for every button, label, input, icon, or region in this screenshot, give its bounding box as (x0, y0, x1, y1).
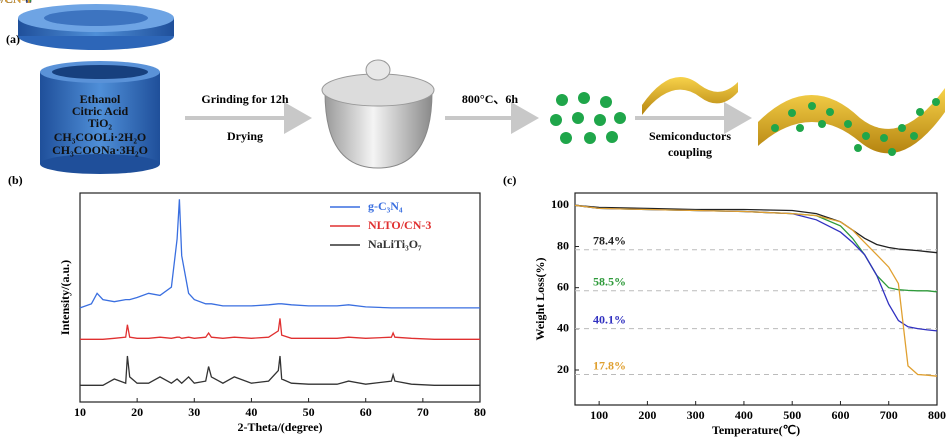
x-tick-label: 30 (188, 405, 200, 419)
x-tick-label: 50 (303, 405, 315, 419)
step-text: Grinding for 12h (201, 92, 288, 106)
series-label: NLTO/CN-1 (0, 0, 32, 6)
x-axis-label: 2-Theta/(degree) (237, 420, 322, 434)
jar (52, 65, 148, 79)
y-tick-label: 60 (557, 279, 569, 293)
panel-label: (c) (503, 173, 516, 187)
x-tick-label: 400 (735, 408, 753, 422)
panel-label: (b) (8, 173, 23, 187)
series-line (575, 205, 937, 331)
legend-label: g-C₃N₄ (368, 199, 403, 213)
x-tick-label: 300 (687, 408, 705, 422)
series-line (80, 356, 480, 385)
y-tick-label: 80 (557, 238, 569, 252)
x-tick-label: 600 (831, 408, 849, 422)
legend-label: NLTO/CN-3 (368, 218, 431, 232)
x-tick-label: 200 (638, 408, 656, 422)
legend-label: NaLiTi₃O₇ (368, 237, 422, 251)
x-tick-label: 40 (245, 405, 257, 419)
x-tick-label: 10 (74, 405, 86, 419)
precursor: CH₃COONa·3H₂O (52, 143, 148, 157)
plot-frame (575, 193, 937, 405)
series-line (575, 205, 937, 291)
x-axis-label: Temperature(℃) (712, 423, 800, 437)
figure: (a) Ethanol Citric Acid TiO₂ CH₃COOLi·2H… (0, 0, 950, 438)
y-tick-label: 40 (557, 321, 569, 335)
x-tick-label: 800 (928, 408, 946, 422)
semiconductor (642, 77, 738, 115)
y-tick-label: 100 (551, 197, 569, 211)
y-axis-label: Intensity/(a.u.) (58, 260, 72, 335)
x-tick-label: 500 (783, 408, 801, 422)
x-tick-label: 80 (474, 405, 486, 419)
annotation: 78.4% (593, 234, 626, 248)
x-tick-label: 20 (131, 405, 143, 419)
crucible-knob (366, 60, 390, 80)
y-tick-label: 20 (557, 362, 569, 376)
x-tick-label: 700 (880, 408, 898, 422)
panel-a: (a) Ethanol Citric Acid TiO₂ CH₃COOLi·2H… (6, 4, 945, 174)
panel-label: (a) (6, 32, 20, 46)
series-line (80, 318, 480, 339)
composite (758, 88, 945, 153)
precursor: TiO₂ (88, 116, 112, 130)
y-axis-label: Weight Loss(%) (533, 257, 547, 340)
step-text: Drying (227, 129, 263, 143)
step-text: coupling (668, 145, 712, 159)
annotation: 58.5% (593, 275, 626, 289)
x-tick-label: 70 (417, 405, 429, 419)
lid (44, 10, 148, 26)
particles (550, 92, 626, 144)
step-text: 800°C、6h (462, 92, 518, 106)
step-text: Semiconductors (649, 129, 731, 143)
x-tick-label: 100 (590, 408, 608, 422)
jar (40, 154, 160, 174)
annotation: 40.1% (593, 312, 626, 326)
precursor: CH₃COOLi·2H₂O (54, 130, 147, 144)
series-line (80, 199, 480, 308)
x-tick-label: 60 (360, 405, 372, 419)
annotation: 17.8% (593, 358, 626, 372)
